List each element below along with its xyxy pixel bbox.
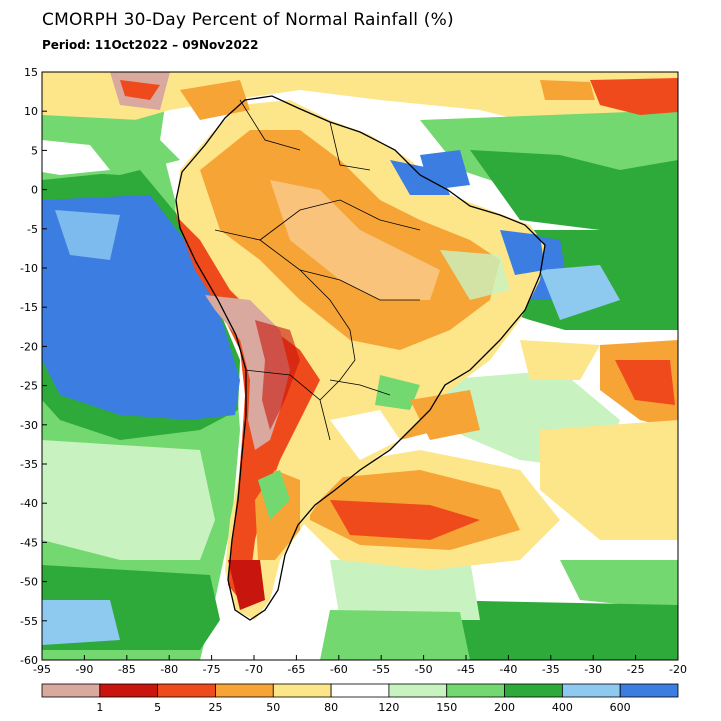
legend-label: 400 xyxy=(552,701,573,714)
lon-tick-label: -70 xyxy=(245,663,263,676)
lon-tick-label: -55 xyxy=(372,663,390,676)
lon-tick-label: -20 xyxy=(669,663,687,676)
legend-label: 120 xyxy=(378,701,399,714)
lat-tick-label: 15 xyxy=(24,66,38,79)
lon-tick-label: -50 xyxy=(415,663,433,676)
lat-tick-label: -25 xyxy=(20,380,38,393)
lat-tick-label: -10 xyxy=(20,262,38,275)
latitude-axis: 15 10 5 0 -5 -10 -15 -20 -25 -30 -35 -40 -45 -50 -55 -6… xyxy=(20,66,47,667)
legend-swatch xyxy=(619,683,679,698)
legend-label: 25 xyxy=(208,701,222,714)
legend-label: 50 xyxy=(266,701,280,714)
color-legend: 1 5 25 50 80 120 150 200 400 600 xyxy=(41,683,679,714)
lat-tick-label: 10 xyxy=(24,105,38,118)
legend-label: 80 xyxy=(324,701,338,714)
legend-swatch xyxy=(272,683,332,698)
legend-swatch xyxy=(388,683,448,698)
lon-tick-label: -80 xyxy=(160,663,178,676)
coastlines xyxy=(175,95,546,621)
lat-tick-label: -15 xyxy=(20,301,38,314)
lon-tick-label: -60 xyxy=(330,663,348,676)
lon-tick-label: -65 xyxy=(287,663,305,676)
lon-tick-label: -40 xyxy=(499,663,517,676)
rainfall-field xyxy=(42,72,678,660)
legend-swatch xyxy=(446,683,505,698)
legend-swatch xyxy=(99,683,159,698)
lon-tick-label: -35 xyxy=(542,663,560,676)
lon-tick-label: -75 xyxy=(203,663,221,676)
legend-label: 5 xyxy=(154,701,161,714)
lat-tick-label: -35 xyxy=(20,458,38,471)
map-title: CMORPH 30-Day Percent of Normal Rainfall… xyxy=(42,10,454,30)
lon-tick-label: -90 xyxy=(75,663,93,676)
lat-tick-label: -55 xyxy=(20,615,38,628)
lat-tick-label: -30 xyxy=(20,419,38,432)
lon-tick-label: -95 xyxy=(33,663,51,676)
legend-label: 600 xyxy=(610,701,631,714)
legend-label: 150 xyxy=(436,701,457,714)
lat-tick-label: -60 xyxy=(20,654,38,667)
legend-swatch xyxy=(215,683,274,698)
borders xyxy=(214,99,421,441)
lat-tick-label: -20 xyxy=(20,340,38,353)
lat-tick-label: 5 xyxy=(31,144,38,157)
legend-swatch xyxy=(330,683,390,698)
lat-tick-label: -45 xyxy=(20,536,38,549)
legend-swatch xyxy=(561,683,621,698)
lon-tick-label: -85 xyxy=(118,663,136,676)
legend-swatch xyxy=(157,683,216,698)
lat-tick-label: -50 xyxy=(20,576,38,589)
legend-swatch xyxy=(41,683,101,698)
lon-tick-label: -25 xyxy=(627,663,645,676)
lon-tick-label: -45 xyxy=(457,663,475,676)
map-frame xyxy=(41,71,679,661)
map-period: Period: 11Oct2022 – 09Nov2022 xyxy=(42,38,259,52)
legend-label: 1 xyxy=(96,701,103,714)
longitude-axis: -95 -90 -85 -80 -75 -70 -65 -60 -55 -50 -45 -40 -35 -… xyxy=(33,655,687,676)
legend-label: 200 xyxy=(494,701,515,714)
lon-tick-label: -30 xyxy=(584,663,602,676)
lat-tick-label: 0 xyxy=(31,184,38,197)
lat-tick-label: -5 xyxy=(27,223,38,236)
legend-swatch xyxy=(504,683,563,698)
lat-tick-label: -40 xyxy=(20,497,38,510)
